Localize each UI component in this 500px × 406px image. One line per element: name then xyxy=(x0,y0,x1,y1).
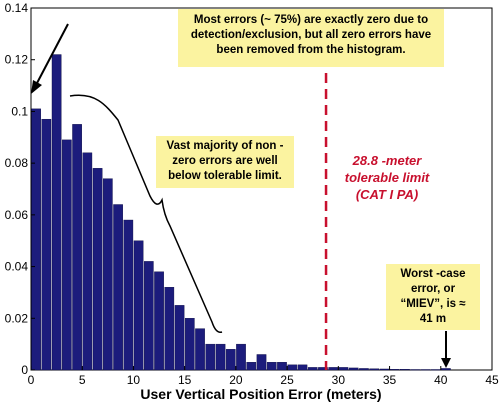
y-tick-label: 0 xyxy=(21,363,28,377)
x-tick-label: 45 xyxy=(485,373,499,387)
tolerable-limit-label: 28.8 -meter tolerable limit (CAT I PA) xyxy=(330,152,444,203)
histogram-bar xyxy=(287,364,298,371)
histogram-bar xyxy=(430,369,441,371)
miev-line-1: Worst -case xyxy=(400,268,466,280)
limit-label-line-2: tolerable limit xyxy=(344,170,430,185)
histogram-bar xyxy=(123,219,134,371)
majority-line-1: Vast majority of non - xyxy=(166,140,284,152)
majority-brace xyxy=(69,94,223,334)
histogram-bar xyxy=(246,362,257,371)
x-tick-label: 0 xyxy=(28,373,35,387)
y-tick-label: 0.04 xyxy=(5,260,29,274)
majority-callout: Vast majority of non - zero errors are w… xyxy=(156,136,294,188)
histogram-bar xyxy=(307,367,318,371)
histogram-bar xyxy=(72,124,82,371)
majority-line-3: below tolerable limit. xyxy=(168,170,282,182)
x-tick-label: 40 xyxy=(434,373,448,387)
histogram-bar xyxy=(205,343,216,371)
zero-errors-line-2: detection/exclusion, but all zero errors… xyxy=(190,29,432,41)
zero-errors-line-1: Most errors (~ 75%) are exactly zero due… xyxy=(193,14,429,26)
histogram-bar xyxy=(154,271,164,371)
histogram-bar xyxy=(389,369,400,371)
bars-group xyxy=(31,54,451,371)
histogram-bar xyxy=(318,367,328,371)
y-tick-label: 0.08 xyxy=(5,156,29,170)
histogram-bar xyxy=(359,368,369,371)
x-tick-label: 10 xyxy=(127,373,141,387)
majority-line-2: zero errors are well xyxy=(172,155,278,167)
histogram-bar xyxy=(256,354,267,371)
histogram-bar xyxy=(420,369,431,371)
y-tick-label: 0.02 xyxy=(5,311,29,325)
histogram-bar xyxy=(164,287,175,371)
histogram-bar xyxy=(379,368,390,371)
histogram-bar xyxy=(266,362,277,371)
histogram-bar xyxy=(441,368,451,371)
histogram-bar xyxy=(328,367,339,371)
zero-errors-line-3: been removed from the histogram. xyxy=(216,44,406,56)
histogram-bar xyxy=(348,367,359,371)
y-tick-label: 0.12 xyxy=(5,53,29,67)
x-axis-ticks: 0 5 10 15 20 25 30 35 40 45 xyxy=(28,366,499,387)
histogram-bar xyxy=(338,367,349,371)
x-tick-label: 15 xyxy=(178,373,192,387)
histogram-bar xyxy=(410,369,420,371)
miev-line-3: “MIEV”, is ≈ xyxy=(400,298,466,310)
x-axis-title: User Vertical Position Error (meters) xyxy=(140,386,381,402)
limit-label-line-1: 28.8 -meter xyxy=(352,153,422,168)
x-tick-label: 30 xyxy=(332,373,346,387)
histogram-bar xyxy=(62,139,72,371)
x-tick-label: 25 xyxy=(280,373,294,387)
histogram-bar xyxy=(133,240,144,371)
histogram-bar xyxy=(184,318,195,371)
y-tick-label: 0.14 xyxy=(5,1,29,15)
miev-line-4: 41 m xyxy=(419,313,447,325)
x-tick-label: 20 xyxy=(229,373,243,387)
y-tick-label: 0.06 xyxy=(5,208,29,222)
miev-callout: Worst -case error, or “MIEV”, is ≈ 41 m xyxy=(386,264,480,330)
miev-line-2: error, or xyxy=(410,283,456,295)
miev-arrow-head xyxy=(441,358,451,368)
top-arrow-head xyxy=(31,80,42,94)
histogram-bar xyxy=(41,118,52,371)
y-axis-ticks: 0 0.02 0.04 0.06 0.08 0.1 0.12 0.14 xyxy=(5,1,35,377)
histogram-bar xyxy=(174,305,185,371)
top-arrow xyxy=(35,23,69,86)
histogram-bar xyxy=(195,328,205,371)
limit-label-line-3: (CAT I PA) xyxy=(355,187,419,202)
histogram-bar xyxy=(369,368,380,371)
x-tick-label: 35 xyxy=(383,373,397,387)
histogram-bar xyxy=(143,261,154,371)
y-tick-label: 0.1 xyxy=(11,104,28,118)
histogram-bar xyxy=(400,369,410,371)
histogram-bar xyxy=(103,178,113,371)
histogram-bar xyxy=(82,152,93,371)
histogram-bar xyxy=(225,349,236,371)
histogram-bar xyxy=(31,108,41,371)
histogram-bar xyxy=(215,343,226,371)
histogram-bar xyxy=(51,54,62,371)
x-tick-label: 5 xyxy=(79,373,86,387)
histogram-bar xyxy=(92,168,103,371)
histogram-bar xyxy=(113,204,123,371)
histogram-bar xyxy=(236,343,246,371)
histogram-bar xyxy=(277,362,287,371)
histogram-bar xyxy=(297,364,308,371)
zero-errors-callout: Most errors (~ 75%) are exactly zero due… xyxy=(178,9,444,67)
